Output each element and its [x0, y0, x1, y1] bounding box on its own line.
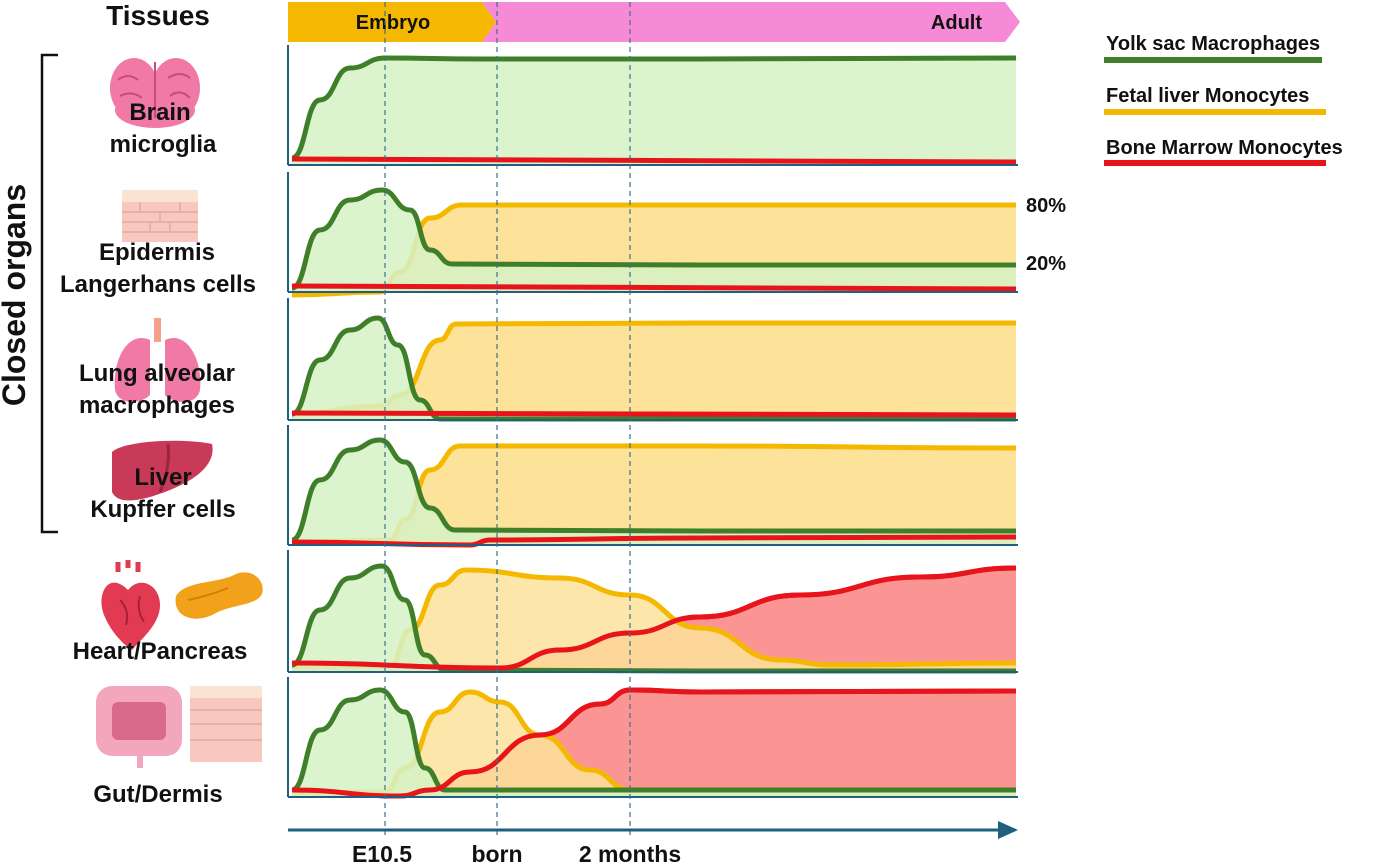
- tissue-label: Liver: [134, 464, 191, 491]
- yolk-curve-area: [292, 58, 1016, 165]
- tissue-label: Epidermis: [99, 239, 215, 266]
- yolk-curve-line: [291, 687, 1016, 793]
- panel: [287, 298, 1018, 422]
- annotation-20: 20%: [1026, 253, 1066, 275]
- lungs-icon: [114, 318, 201, 402]
- panel: [287, 172, 1018, 298]
- bm-curve-line: [291, 283, 1017, 292]
- fetal-curve-area: [292, 446, 1016, 545]
- bm-curve-line-top: [291, 687, 1017, 799]
- legend-label: Bone Marrow Monocytes: [1106, 137, 1343, 159]
- panel: [287, 677, 1018, 799]
- bm-curve-line-top: [291, 565, 1017, 671]
- panel: [287, 45, 1018, 166]
- embryo-label: Embryo: [356, 12, 430, 34]
- fetal-curve-area: [292, 570, 1016, 672]
- yolk-curve-area: [292, 440, 1016, 545]
- skin-icon: [122, 190, 198, 242]
- intestine-icon: [96, 686, 182, 768]
- panel: [287, 425, 1018, 548]
- tissue-labels: Brain microglia Epidermis Langerhans cel…: [60, 58, 263, 808]
- adult-label: Adult: [931, 12, 982, 34]
- tissue-label: Langerhans cells: [60, 271, 256, 298]
- embryo-band: [288, 2, 496, 42]
- bm-curve-line: [291, 410, 1017, 418]
- liver-icon: [112, 440, 213, 501]
- closed-organs-label: Closed organs: [0, 184, 32, 406]
- tissue-label: Gut/Dermis: [93, 781, 222, 808]
- tissue-label: macrophages: [79, 392, 235, 419]
- tissues-title: Tissues: [106, 0, 210, 31]
- legend-item-yolk: Yolk sac Macrophages: [1104, 33, 1322, 63]
- fetal-curve-area: [292, 323, 1016, 420]
- panels: [287, 45, 1018, 799]
- tissue-label: Heart/Pancreas: [73, 638, 248, 665]
- panel: [287, 550, 1018, 674]
- yolk-curve-line: [291, 437, 1016, 543]
- yolk-curve-line: [291, 187, 1016, 291]
- legend-item-fetal: Fetal liver Monocytes: [1104, 85, 1326, 115]
- yolk-curve-area: [292, 566, 1016, 672]
- tissue-label: Kupffer cells: [90, 496, 235, 523]
- legend-item-bm: Bone Marrow Monocytes: [1104, 137, 1343, 166]
- tissue-label: Lung alveolar: [79, 360, 235, 387]
- yolk-curve-area: [292, 318, 1016, 420]
- brain-icon: [110, 58, 200, 128]
- legend-label: Yolk sac Macrophages: [1106, 33, 1320, 55]
- tissue-label: microglia: [110, 131, 217, 158]
- tick-2-months: 2 months: [579, 841, 681, 867]
- phase-band: Embryo Adult: [288, 2, 1020, 42]
- heart-icon: [101, 560, 160, 650]
- time-axis: E10.5 born 2 months: [288, 821, 1018, 867]
- pancreas-icon: [175, 572, 263, 619]
- bm-curve-line: [291, 156, 1017, 165]
- adult-band: [482, 2, 1020, 42]
- tick-born: born: [471, 841, 522, 867]
- annotation-80: 80%: [1026, 195, 1066, 217]
- legend: Yolk sac Macrophages Fetal liver Monocyt…: [1104, 33, 1343, 166]
- axis-arrow-icon: [998, 821, 1018, 839]
- legend-label: Fetal liver Monocytes: [1106, 85, 1309, 107]
- tick-e10-5: E10.5: [352, 841, 412, 867]
- closed-organs-bracket: Closed organs: [0, 53, 58, 534]
- tissue-label: Brain: [129, 99, 190, 126]
- yolk-curve-area: [292, 690, 1016, 797]
- bm-curve-area: [292, 690, 1016, 797]
- yolk-curve-line: [291, 55, 1017, 161]
- time-markers: [384, 2, 631, 838]
- dermis-icon: [190, 686, 262, 762]
